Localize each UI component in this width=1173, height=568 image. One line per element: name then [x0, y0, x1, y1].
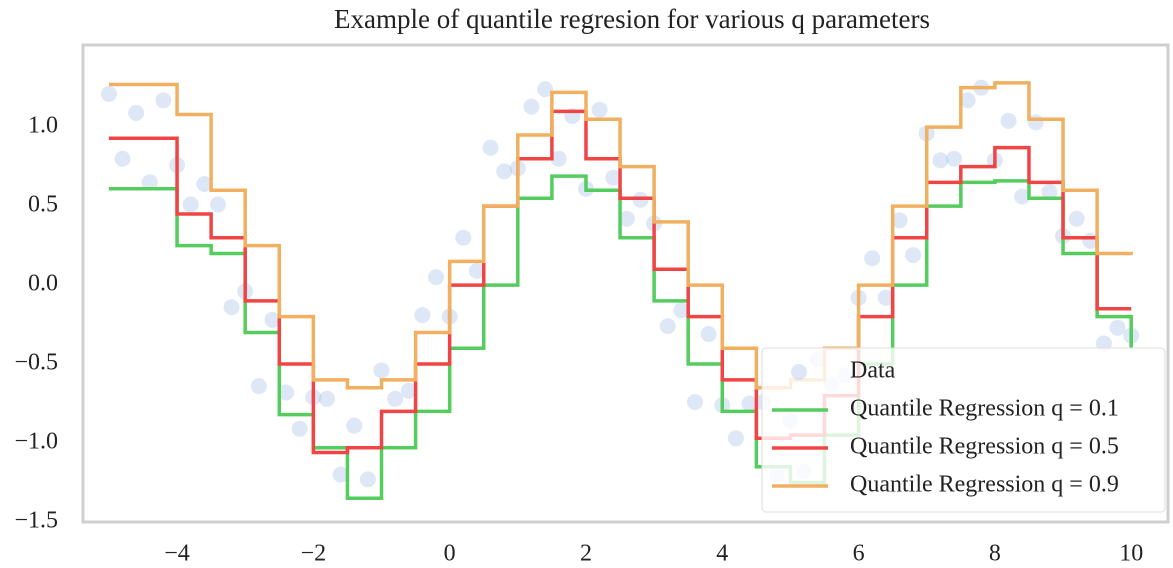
y-tick-label: 0.5 [28, 192, 58, 218]
x-tick-label: −4 [164, 541, 190, 567]
data-point [864, 250, 881, 267]
y-tick-label: 1.0 [28, 113, 58, 139]
legend-label: Quantile Regression q = 0.9 [850, 472, 1119, 498]
data-point [155, 92, 172, 109]
data-point [659, 318, 676, 335]
data-point [945, 150, 962, 167]
data-point [373, 362, 390, 379]
legend-label: Quantile Regression q = 0.1 [850, 396, 1119, 422]
data-point [182, 196, 199, 213]
chart-title: Example of quantile regresion for variou… [334, 4, 930, 34]
y-tick-label: −1.0 [14, 429, 58, 455]
legend-marker [791, 364, 807, 380]
data-point [250, 378, 267, 395]
data-point [891, 212, 908, 229]
data-point [346, 417, 363, 434]
data-point [618, 210, 635, 227]
plot-frame [81, 43, 1170, 524]
data-point [141, 174, 158, 191]
data-point [428, 269, 445, 286]
legend-box [761, 347, 1166, 513]
data-point [278, 384, 295, 401]
data-point [905, 247, 922, 264]
data-point [196, 175, 213, 192]
x-tick-label: 2 [580, 541, 592, 567]
data-point [1014, 188, 1031, 205]
legend-label: Quantile Regression q = 0.5 [850, 434, 1119, 460]
data-point [414, 307, 431, 324]
data-point [741, 395, 758, 412]
data-point [700, 326, 717, 343]
data-point [877, 289, 894, 306]
x-tick-label: 0 [444, 541, 456, 567]
x-tick-label: 6 [853, 541, 865, 567]
data-point [387, 390, 404, 407]
data-point [1000, 112, 1017, 129]
quantile-line [108, 174, 1133, 501]
data-point [468, 262, 485, 279]
data-point [1041, 183, 1058, 200]
quantile-line [108, 81, 1133, 390]
y-tick-label: −1.5 [14, 508, 58, 534]
data-point [932, 152, 949, 169]
data-point [523, 98, 540, 115]
quantile-line [108, 109, 1132, 455]
data-point [291, 420, 308, 437]
data-point [264, 311, 281, 328]
data-point [482, 139, 499, 156]
data-point [223, 299, 240, 316]
data-point [591, 101, 608, 118]
x-tick-label: 4 [716, 541, 728, 567]
data-point [114, 150, 131, 167]
data-point [727, 430, 744, 447]
x-tick-label: −2 [301, 541, 327, 567]
legend-label: Data [850, 358, 896, 384]
data-point [400, 382, 417, 399]
data-point [605, 169, 622, 186]
data-point [455, 229, 472, 246]
y-tick-label: −0.5 [14, 350, 58, 376]
data-point [687, 393, 704, 410]
data-point [959, 92, 976, 109]
data-point [1068, 210, 1085, 227]
x-tick-label: 10 [1119, 541, 1143, 567]
data-point [128, 104, 145, 121]
data-point [318, 390, 335, 407]
data-point [1109, 319, 1126, 336]
data-point [537, 81, 554, 98]
data-point [673, 302, 690, 319]
data-point [332, 466, 349, 483]
data-point [100, 85, 117, 102]
data-point [496, 163, 513, 180]
y-tick-label: 0.0 [28, 271, 58, 297]
data-point [359, 471, 376, 488]
x-tick-label: 8 [989, 541, 1001, 567]
data-point [209, 196, 226, 213]
data-point [550, 150, 567, 167]
